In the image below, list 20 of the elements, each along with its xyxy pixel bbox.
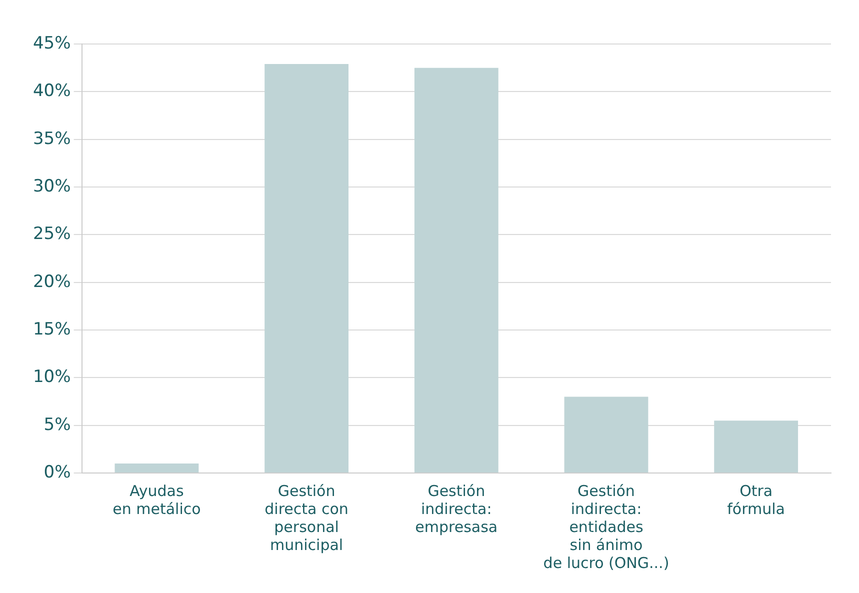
y-tick-label: 30% (32, 176, 71, 196)
x-tick-label: Otra fórmula (727, 482, 785, 518)
y-tick-label: 15% (32, 319, 71, 340)
bar (564, 396, 648, 472)
bar (264, 64, 349, 472)
y-tick-label: 0% (44, 462, 71, 482)
bar (414, 68, 498, 472)
y-tick-label: 5% (44, 414, 71, 435)
y-tick-label: 20% (32, 272, 71, 292)
y-tick-label: 10% (32, 367, 71, 388)
y-tick-label: 40% (32, 81, 71, 102)
bar (114, 463, 199, 472)
bar (714, 420, 798, 472)
y-tick-label: 25% (32, 224, 71, 244)
x-tick-label: Gestión indirecta: empresasa (415, 482, 498, 536)
x-tick-label: Gestión directa con personal municipal (264, 482, 348, 554)
x-tick-label: Gestión indirecta: entidades sin ánimo de lucro (ONG...) (543, 482, 670, 572)
y-tick-label: 35% (32, 128, 71, 149)
x-tick-label: Ayudas en metálico (112, 482, 201, 518)
y-tick-label: 45% (32, 33, 71, 54)
